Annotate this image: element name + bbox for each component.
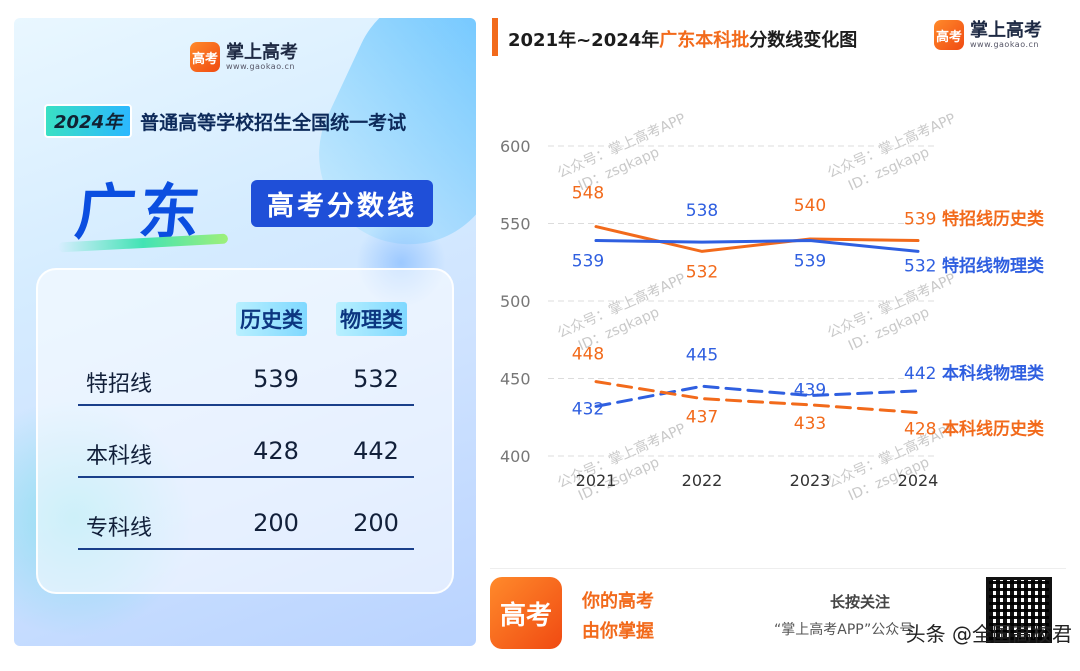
row-divider (78, 476, 414, 478)
brand-url: www.gaokao.cn (970, 39, 1039, 49)
data-label: 439 (794, 381, 826, 401)
score-table-panel: 历史类 物理类 特招线 539 532 本科线 428 442 专科线 200 … (36, 268, 454, 594)
y-tick-label: 400 (500, 447, 531, 466)
row-value-history: 200 (253, 509, 299, 537)
source-watermark: 头条 @全国高校君 (905, 622, 1072, 646)
data-label: 442 (904, 364, 936, 384)
brand-url: www.gaokao.cn (226, 61, 295, 71)
y-tick-label: 550 (500, 215, 531, 234)
series-line (594, 380, 920, 415)
data-label: 532 (904, 256, 936, 276)
series-name-label: 本科线历史类 (942, 419, 1045, 440)
follow-text: 长按关注 (830, 593, 891, 611)
brand-header-right: 高考 掌上高考 www.gaokao.cn (934, 20, 1042, 50)
year-badge: 2024年 (44, 104, 133, 138)
footer-banner: 高考 你的高考 由你掌握 长按关注 “掌上高考APP”公众号 (490, 568, 1066, 658)
score-tag: 高考分数线 (251, 180, 433, 227)
data-label: 445 (686, 345, 718, 365)
row-value-history: 539 (253, 365, 299, 393)
series-layer (594, 225, 920, 415)
series-line (594, 239, 920, 253)
exam-heading: 2024年 普通高等学校招生全国统一考试 (44, 104, 406, 138)
series-line (594, 225, 920, 253)
slogan-line2: 由你掌握 (582, 621, 654, 642)
y-tick-label: 450 (500, 370, 531, 389)
data-label: 538 (686, 201, 718, 221)
brand-name: 掌上高考 (226, 41, 298, 63)
data-label: 532 (686, 262, 718, 282)
y-tick-label: 600 (500, 137, 531, 156)
data-label: 539 (794, 252, 826, 272)
chart-title-highlight: 广东本科批 (659, 30, 750, 51)
data-label: 432 (572, 399, 604, 419)
qr-code-icon[interactable] (986, 577, 1052, 643)
chart-title-prefix: 2021年~2024年 (508, 30, 660, 51)
y-tick-label: 500 (500, 292, 531, 311)
data-label: 428 (904, 420, 936, 440)
x-tick-label: 2022 (682, 471, 723, 490)
chart-title-suffix: 分数线变化图 (749, 30, 858, 51)
x-tick-label: 2024 (898, 471, 939, 490)
gaokao-logo-icon: 高考 (934, 20, 964, 50)
exam-title: 普通高等学校招生全国统一考试 (140, 111, 407, 134)
row-label: 专科线 (86, 516, 153, 541)
data-label: 548 (572, 184, 604, 204)
follow-account: “掌上高考APP”公众号 (774, 622, 914, 638)
row-value-history: 428 (253, 437, 299, 465)
data-label: 448 (572, 345, 604, 365)
series-name-label: 本科线物理类 (942, 363, 1045, 384)
slogan-line1: 你的高考 (582, 591, 654, 612)
data-label: 437 (686, 408, 718, 428)
right-chart-card: 2021年~2024年广东本科批分数线变化图 高考 掌上高考 www.gaoka… (490, 18, 1066, 658)
chart-title: 2021年~2024年广东本科批分数线变化图 (508, 26, 857, 52)
column-header-physics: 物理类 (336, 302, 407, 336)
left-score-card: 高考 掌上高考 www.gaokao.cn 2024年 普通高等学校招生全国统一… (14, 18, 476, 646)
gaokao-logo-icon: 高考 (190, 42, 220, 72)
row-label: 特招线 (86, 372, 153, 397)
x-tick-label: 2023 (790, 471, 831, 490)
data-label: 539 (904, 210, 936, 230)
series-name-label: 特招线历史类 (942, 209, 1045, 230)
series-line (594, 384, 920, 408)
column-header-history: 历史类 (236, 302, 307, 336)
row-divider (78, 404, 414, 406)
row-value-physics: 442 (353, 437, 399, 465)
row-label: 本科线 (86, 444, 153, 469)
x-tick-label: 2021 (576, 471, 617, 490)
series-name-label: 特招线物理类 (942, 255, 1045, 276)
brand-name: 掌上高考 (970, 19, 1042, 41)
grid-layer: 600 550 500 450 400 2021 2022 2023 2024 (500, 137, 938, 490)
title-accent-bar (492, 18, 498, 56)
row-value-physics: 200 (353, 509, 399, 537)
data-label: 433 (794, 414, 826, 434)
app-logo-icon: 高考 (490, 577, 562, 649)
row-value-physics: 532 (353, 365, 399, 393)
data-label: 540 (794, 196, 826, 216)
brand-header: 高考 掌上高考 www.gaokao.cn (190, 42, 298, 72)
data-label: 539 (572, 252, 604, 272)
row-divider (78, 548, 414, 550)
label-layer: 548 532 540 539 特招线历史类 539 538 539 532 特招线物理类 432 4… (572, 184, 1045, 440)
